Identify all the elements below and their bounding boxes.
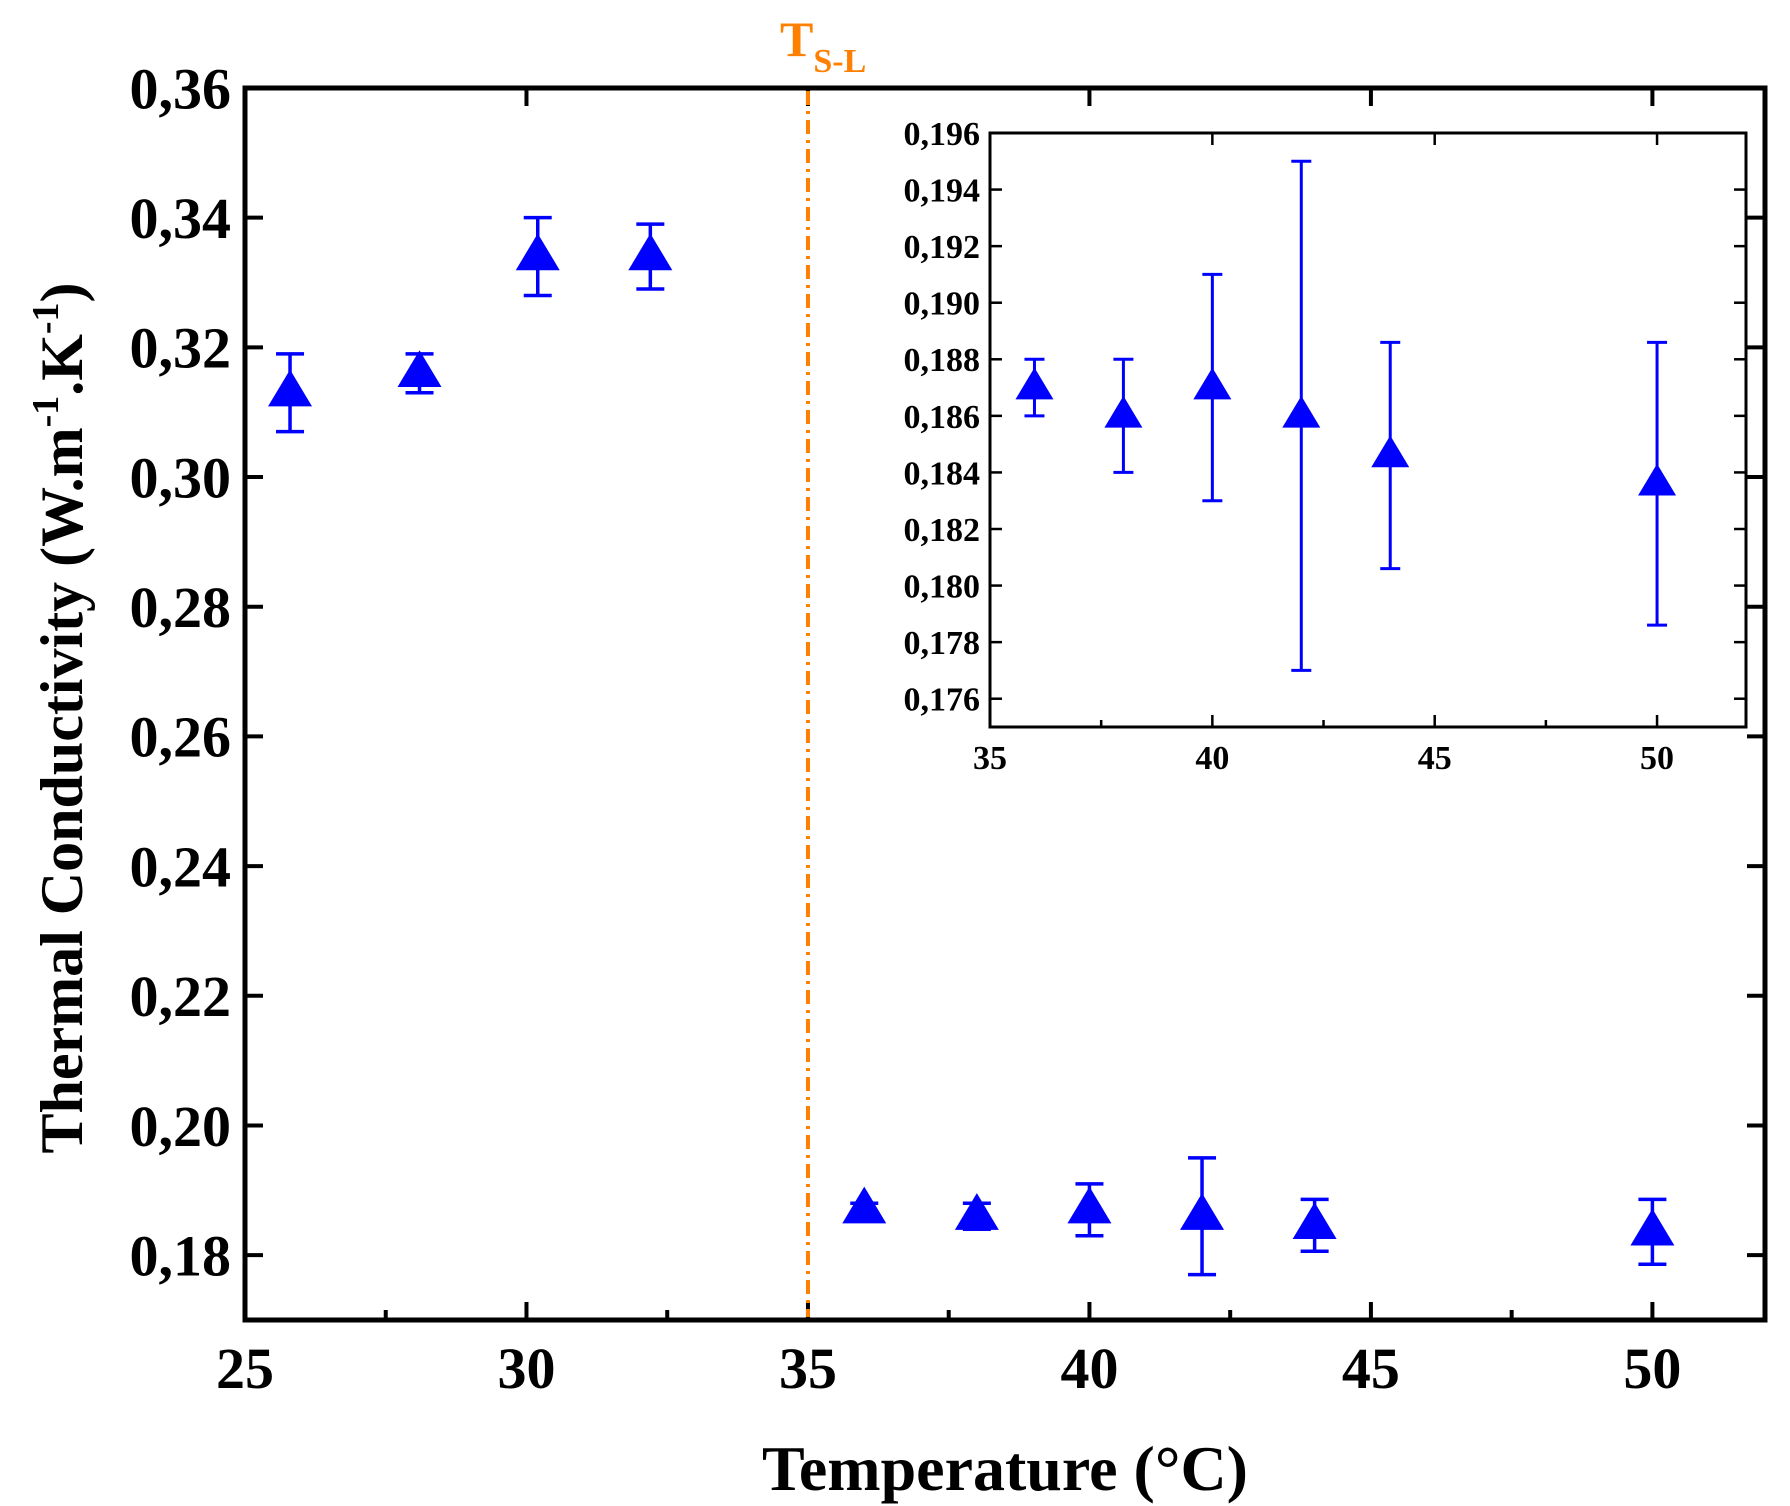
x-tick-label: 25 — [216, 1336, 274, 1401]
y-tick-label: 0,194 — [904, 172, 981, 209]
y-tick-label: 0,182 — [904, 512, 981, 549]
y-tick-label: 0,30 — [130, 445, 232, 510]
y-tick-label: 0,192 — [904, 229, 981, 266]
y-tick-label: 0,180 — [904, 568, 981, 605]
y-tick-label: 0,196 — [904, 116, 981, 153]
y-tick-label: 0,32 — [130, 316, 232, 381]
triangle-marker — [954, 1193, 999, 1230]
data-point — [1015, 357, 1054, 418]
data-point — [1180, 1156, 1225, 1277]
main-plot-area: 25 30 35 40 45 50 0,18 0,20 0,22 0,24 0,26 0,28 0,30… — [130, 56, 1765, 1401]
x-tick-label: 40 — [1060, 1336, 1118, 1401]
y-axis-title-base: Thermal Conductivity (W.m — [29, 427, 95, 1153]
data-point — [515, 215, 560, 298]
data-point — [1638, 340, 1677, 627]
triangle-marker — [1292, 1202, 1337, 1239]
y-tick-label: 0,20 — [130, 1094, 232, 1159]
threshold-label: TS-L — [780, 11, 866, 80]
inset-plot-area: 35 40 45 50 0,176 0,178 0,180 0,182 0,184 0,186 0,… — [904, 116, 1746, 777]
y-tick-label: 0,22 — [130, 964, 232, 1029]
x-tick-label: 50 — [1623, 1336, 1681, 1401]
y-axis-title-mid: .K — [29, 334, 95, 396]
triangle-marker — [1371, 435, 1410, 468]
y-axis-title-end: ) — [29, 282, 95, 302]
y-axis-title-sup1: -1 — [25, 396, 67, 428]
threshold-label-main: T — [780, 11, 813, 67]
y-tick-label: 0,178 — [904, 625, 981, 662]
x-tick-label: 30 — [497, 1336, 555, 1401]
data-point — [842, 1186, 887, 1224]
data-point — [1282, 159, 1321, 672]
x-tick-label: 35 — [973, 740, 1007, 777]
data-point — [1067, 1182, 1112, 1238]
triangle-marker — [515, 233, 560, 271]
y-axis-title: Thermal Conductivity (W.m-1.K-1) — [25, 282, 95, 1153]
y-tick-label: 0,190 — [904, 286, 981, 323]
triangle-marker — [842, 1186, 887, 1224]
y-tick-label: 0,184 — [904, 455, 981, 492]
x-tick-label: 45 — [1418, 740, 1452, 777]
triangle-marker — [1015, 367, 1054, 400]
data-point — [1104, 357, 1143, 474]
y-tick-label: 0,18 — [130, 1223, 232, 1288]
triangle-marker — [1104, 395, 1143, 428]
triangle-marker — [628, 233, 673, 271]
x-tick-label: 35 — [779, 1336, 837, 1401]
data-point — [397, 350, 442, 395]
triangle-marker — [397, 350, 442, 387]
triangle-marker — [1282, 395, 1321, 428]
data-point — [268, 352, 313, 434]
threshold-label-sub: S-L — [813, 43, 866, 80]
y-tick-label: 0,24 — [130, 834, 232, 899]
triangle-marker — [1193, 367, 1232, 400]
y-tick-label: 0,176 — [904, 682, 981, 719]
main-plot-frame — [242, 85, 1768, 1323]
x-tick-label: 50 — [1640, 740, 1674, 777]
y-tick-label: 0,36 — [130, 56, 232, 121]
y-tick-label: 0,188 — [904, 342, 981, 379]
y-tick-label: 0,34 — [130, 186, 232, 251]
data-point — [1292, 1197, 1337, 1254]
triangle-marker — [268, 369, 313, 407]
data-point — [954, 1193, 999, 1231]
triangle-marker — [1630, 1208, 1675, 1246]
inset-background — [990, 133, 1746, 727]
triangle-marker — [1180, 1193, 1225, 1230]
y-axis-title-sup2: -1 — [25, 302, 67, 334]
y-tick-label: 0,28 — [130, 575, 232, 640]
y-tick-label: 0,26 — [130, 705, 232, 770]
y-tick-label: 0,186 — [904, 399, 981, 436]
data-point — [1630, 1197, 1675, 1266]
triangle-marker — [1067, 1186, 1112, 1224]
x-tick-label: 45 — [1342, 1336, 1400, 1401]
data-point — [1193, 272, 1232, 503]
data-point — [628, 222, 673, 291]
inset-plot-frame — [988, 131, 1748, 729]
x-axis-title: Temperature (°C) — [762, 1433, 1248, 1504]
x-tick-label: 40 — [1195, 740, 1229, 777]
triangle-marker — [1638, 463, 1677, 496]
data-point — [1371, 340, 1410, 571]
